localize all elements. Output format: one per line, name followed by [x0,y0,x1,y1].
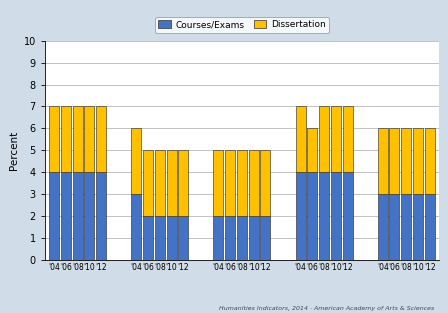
Bar [225,150,235,216]
Text: Humanities Indicators, 2014 · American Academy of Arts & Sciences: Humanities Indicators, 2014 · American A… [220,306,435,311]
Bar [237,216,247,260]
Bar [73,106,82,172]
Bar [131,128,141,194]
Bar [49,106,59,172]
Bar [319,172,329,260]
Bar [249,150,258,216]
Bar [84,172,95,260]
Bar [213,150,224,216]
Bar [401,194,411,260]
Bar [61,106,71,172]
Bar [249,216,258,260]
Bar [296,172,306,260]
Y-axis label: Percent: Percent [9,131,19,170]
Bar [425,194,435,260]
Bar [413,128,423,194]
Bar [213,216,224,260]
Bar [389,194,400,260]
Bar [155,216,165,260]
Bar [319,106,329,172]
Bar [425,128,435,194]
Bar [237,150,247,216]
Bar [389,128,400,194]
Bar [343,106,353,172]
Bar [155,150,165,216]
Bar [331,106,341,172]
Bar [343,172,353,260]
Legend: Courses/Exams, Dissertation: Courses/Exams, Dissertation [155,17,329,33]
Bar [96,106,106,172]
Bar [260,216,271,260]
Bar [178,216,188,260]
Bar [143,216,153,260]
Bar [167,150,177,216]
Bar [331,172,341,260]
Bar [307,128,317,172]
Bar [413,194,423,260]
Bar [178,150,188,216]
Bar [167,216,177,260]
Bar [225,216,235,260]
Bar [378,128,388,194]
Bar [143,150,153,216]
Bar [401,128,411,194]
Bar [260,150,271,216]
Bar [61,172,71,260]
Bar [378,194,388,260]
Bar [73,172,82,260]
Bar [296,106,306,172]
Bar [84,106,95,172]
Bar [96,172,106,260]
Bar [49,172,59,260]
Bar [307,172,317,260]
Bar [131,194,141,260]
